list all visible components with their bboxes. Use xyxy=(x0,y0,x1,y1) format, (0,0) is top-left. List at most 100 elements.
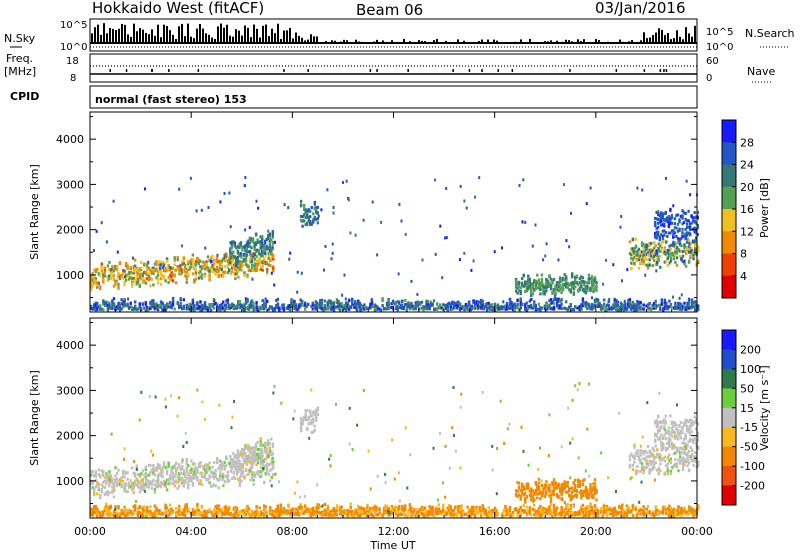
heatmap-cell xyxy=(294,305,298,309)
heatmap-cell xyxy=(264,239,267,243)
heatmap-cell xyxy=(669,461,673,465)
heatmap-cell xyxy=(144,302,147,306)
heatmap-cell xyxy=(168,305,172,309)
heatmap-cell xyxy=(127,271,131,275)
heatmap-cell xyxy=(540,491,544,495)
heatmap-cell xyxy=(150,278,154,282)
heatmap-cell xyxy=(205,265,208,269)
heatmap-cell xyxy=(546,306,550,310)
heatmap-cell xyxy=(663,212,666,216)
heatmap-cell xyxy=(684,420,687,424)
heatmap-cell xyxy=(228,306,231,310)
heatmap-cell xyxy=(631,468,635,472)
heatmap-cell xyxy=(384,307,387,311)
heatmap-cell xyxy=(673,436,677,440)
heatmap-cell xyxy=(691,219,695,223)
heatmap-cell xyxy=(558,488,562,492)
heatmap-cell xyxy=(112,485,116,489)
heatmap-cell xyxy=(219,304,222,308)
heatmap-cell xyxy=(634,470,638,474)
heatmap-cell xyxy=(304,413,307,417)
heatmap-cell xyxy=(551,492,554,496)
heatmap-cell xyxy=(486,305,489,309)
heatmap-cell xyxy=(270,265,273,269)
heatmap-cell xyxy=(583,478,586,482)
heatmap-cell xyxy=(287,206,290,210)
heatmap-cell xyxy=(636,259,639,263)
heatmap-cell xyxy=(226,259,229,263)
heatmap-cell xyxy=(448,302,451,305)
heatmap-cell xyxy=(540,306,544,310)
heatmap-cell xyxy=(687,305,691,309)
heatmap-cell xyxy=(677,469,680,473)
heatmap-cell xyxy=(651,249,654,253)
heatmap-cell xyxy=(127,274,131,278)
heatmap-cell xyxy=(111,301,114,305)
heatmap-cell xyxy=(92,249,95,252)
heatmap-cell xyxy=(694,451,697,455)
heatmap-cell xyxy=(660,426,663,430)
heatmap-cell xyxy=(679,436,683,440)
heatmap-cell xyxy=(654,444,657,448)
heatmap-cell xyxy=(574,484,577,488)
heatmap-cell xyxy=(692,257,695,261)
heatmap-cell xyxy=(587,277,591,280)
heatmap-cell xyxy=(244,254,247,258)
nsky-bar xyxy=(232,36,234,43)
heatmap-cell xyxy=(167,264,170,268)
heatmap-cell xyxy=(181,481,184,485)
heatmap-cell xyxy=(158,463,161,467)
heatmap-cell xyxy=(241,464,244,468)
heatmap-cell xyxy=(686,306,689,310)
heatmap-cell xyxy=(685,426,689,430)
heatmap-cell xyxy=(522,487,525,490)
heatmap-cell xyxy=(249,467,252,470)
heatmap-cell xyxy=(687,427,690,431)
heatmap-cell xyxy=(253,257,257,261)
heatmap-cell xyxy=(568,494,571,498)
heatmap-cell xyxy=(566,484,569,488)
heatmap-cell xyxy=(668,453,671,457)
heatmap-cell xyxy=(577,483,580,487)
heatmap-cell xyxy=(667,441,671,445)
heatmap-cell xyxy=(311,303,314,307)
heatmap-cell xyxy=(99,287,102,291)
heatmap-cell xyxy=(111,307,114,310)
heatmap-cell xyxy=(678,296,681,300)
heatmap-cell xyxy=(586,307,589,311)
heatmap-cell xyxy=(90,306,93,310)
heatmap-cell xyxy=(115,514,119,518)
heatmap-cell xyxy=(343,307,346,310)
heatmap-cell xyxy=(149,273,152,277)
heatmap-cell xyxy=(108,481,111,485)
heatmap-cell xyxy=(251,456,255,460)
heatmap-cell xyxy=(219,464,222,467)
heatmap-cell xyxy=(681,216,684,220)
heatmap-cell xyxy=(656,263,659,267)
heatmap-cell xyxy=(645,263,648,267)
colorbar-tick-label: 16 xyxy=(740,203,754,216)
heatmap-cell xyxy=(675,249,679,253)
heatmap-cell xyxy=(337,301,340,305)
heatmap-cell xyxy=(524,303,527,306)
heatmap-cell xyxy=(223,256,226,260)
heatmap-cell xyxy=(267,439,270,443)
heatmap-cell xyxy=(115,268,119,272)
heatmap-cell xyxy=(137,272,140,276)
heatmap-cell xyxy=(613,301,616,304)
heatmap-cell xyxy=(669,432,672,436)
heatmap-cell xyxy=(645,466,648,470)
heatmap-cell xyxy=(613,298,616,302)
freq-dot xyxy=(643,69,646,72)
heatmap-cell xyxy=(696,211,699,215)
heatmap-cell xyxy=(539,281,542,285)
heatmap-cell xyxy=(270,475,273,479)
heatmap-cell xyxy=(543,495,547,499)
heatmap-cell xyxy=(508,307,512,310)
heatmap-cell xyxy=(242,447,246,451)
heatmap-cell xyxy=(663,425,666,429)
heatmap-cell xyxy=(235,257,238,260)
heatmap-cell xyxy=(112,297,116,301)
heatmap-cell xyxy=(645,459,648,463)
heatmap-cell xyxy=(678,220,681,224)
